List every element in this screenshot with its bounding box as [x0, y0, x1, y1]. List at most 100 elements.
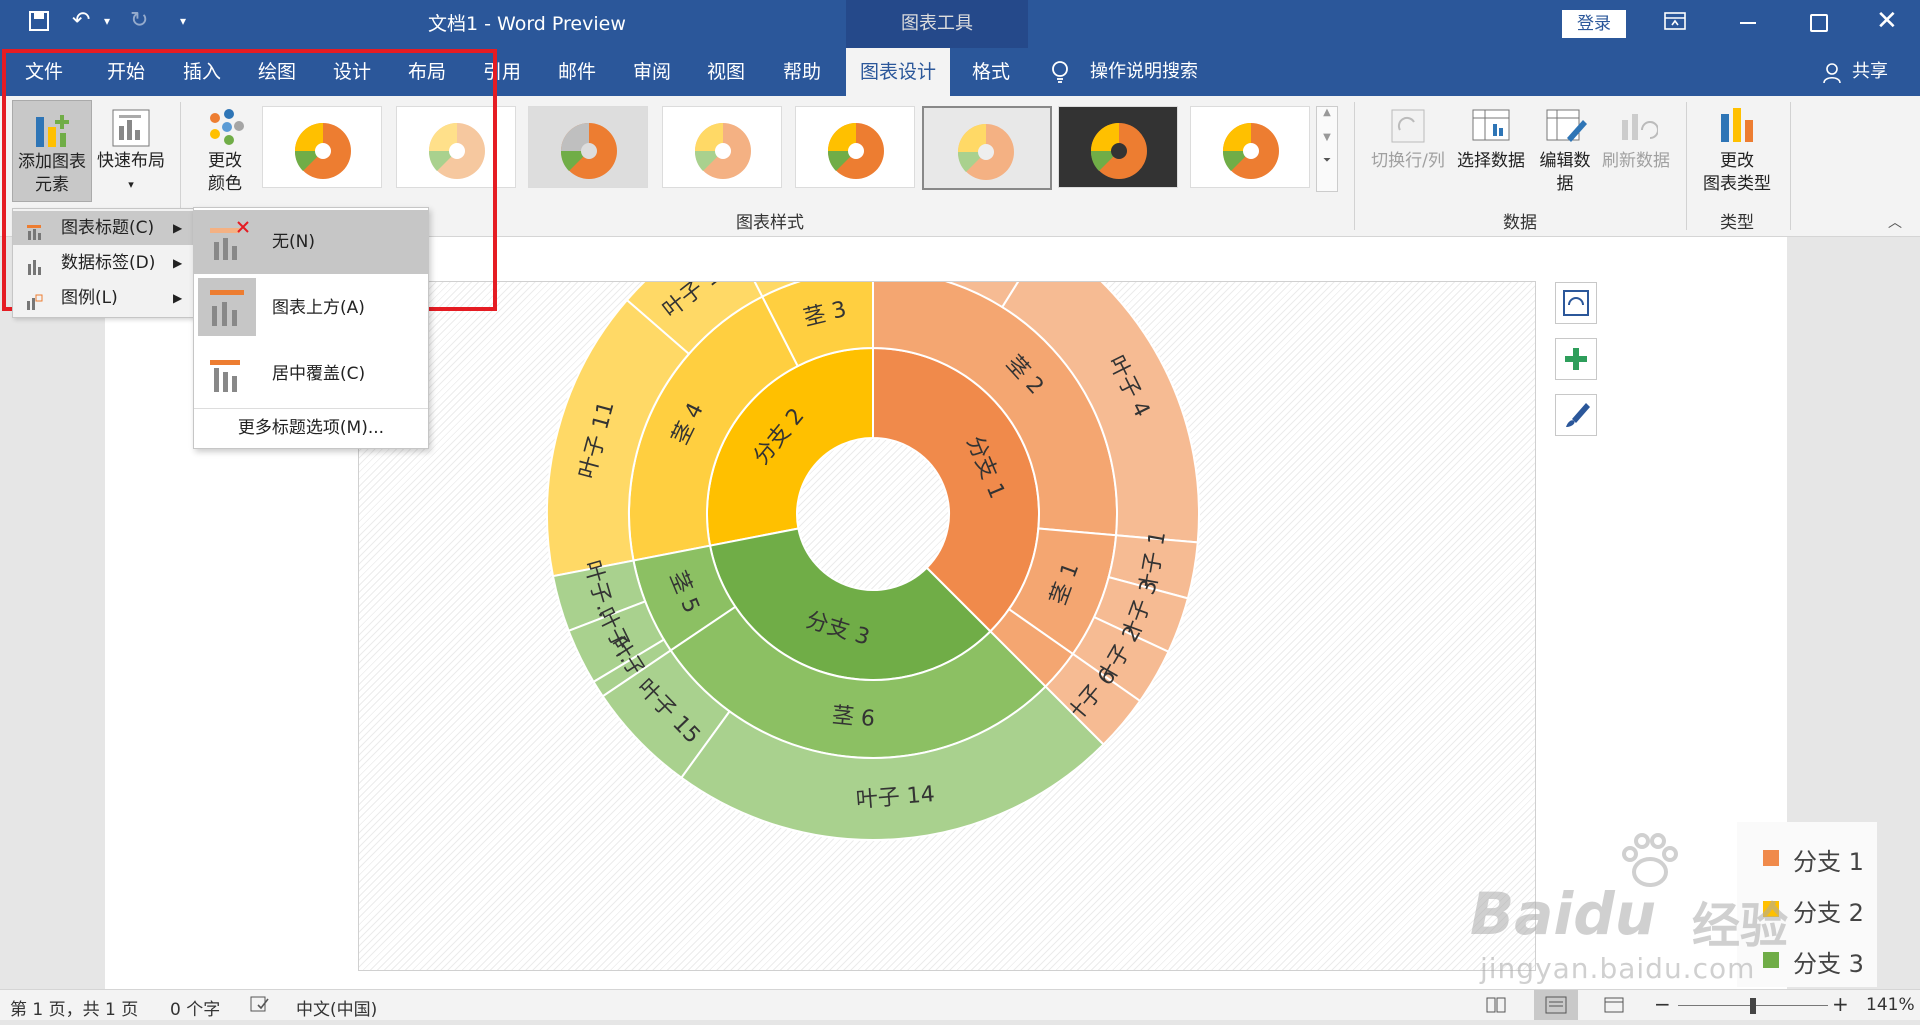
zoom-out-icon[interactable]: − [1654, 992, 1671, 1016]
tab-file[interactable]: 文件 [24, 61, 63, 83]
data-labels-icon [25, 254, 43, 288]
zoom-level[interactable]: 141% [1866, 995, 1915, 1015]
chart-legend[interactable]: 分支 1 分支 2 分支 3 [1737, 822, 1877, 987]
add-chart-element-button[interactable]: 添加图表 元素 [12, 100, 92, 202]
zoom-slider-thumb[interactable] [1750, 998, 1756, 1014]
ribbon-display-options-icon[interactable] [1664, 12, 1686, 37]
change-chart-type-label-2: 图表类型 [1703, 174, 1771, 194]
chart-layout-options-button[interactable] [1555, 282, 1597, 324]
menu-item-data-labels[interactable]: 数据标签(D) ▶ [13, 246, 193, 280]
document-title: 文档1 - Word Preview [428, 13, 626, 35]
undo-dropdown-icon[interactable]: ▾ [104, 14, 111, 28]
tab-view[interactable]: 视图 [706, 61, 745, 83]
styles-more-icon[interactable]: ⏷ [1323, 155, 1331, 166]
quick-layout-button[interactable]: 快速布局 ▾ [94, 100, 168, 200]
tab-references[interactable]: 引用 [482, 61, 521, 83]
zoom-in-icon[interactable]: + [1832, 992, 1849, 1016]
styles-scrollbar[interactable]: ▲ ▼ ⏷ [1316, 106, 1338, 192]
chart-style-5[interactable] [795, 106, 915, 188]
legend-item-3: 分支 3 [1763, 944, 1864, 978]
menu-item-legend[interactable]: 图例(L) ▶ [13, 281, 193, 315]
close-icon[interactable]: ✕ [1876, 6, 1898, 36]
menu-item-legend-label: 图例(L) [61, 288, 118, 308]
legend-swatch-1 [1763, 850, 1779, 866]
restore-icon[interactable] [1810, 14, 1828, 32]
change-chart-type-icon [1715, 106, 1759, 146]
tab-home[interactable]: 开始 [106, 61, 145, 83]
word-count[interactable]: 0 个字 [170, 1000, 221, 1020]
refresh-data-button[interactable]: 刷新数据 [1598, 106, 1674, 173]
proofing-icon[interactable] [250, 995, 270, 1018]
tab-help[interactable]: 帮助 [782, 61, 821, 83]
change-chart-type-button[interactable]: 更改 图表类型 [1694, 106, 1780, 196]
refresh-data-icon [1614, 106, 1659, 146]
tab-layout[interactable]: 布局 [407, 61, 446, 83]
print-layout-icon [1545, 996, 1567, 1014]
edit-data-button[interactable]: 编辑数 据 [1532, 106, 1598, 196]
change-colors-button[interactable]: 更改 颜色 [190, 100, 260, 200]
customize-qat-icon[interactable]: ▾ [180, 14, 187, 28]
select-data-label: 选择数据 [1457, 151, 1525, 171]
chart-style-1[interactable] [262, 106, 382, 188]
tab-chart-design[interactable]: 图表设计 [846, 48, 950, 96]
change-colors-label-1: 更改 [208, 151, 242, 171]
watermark-text: Baidu [1470, 880, 1657, 948]
scroll-down-icon[interactable]: ▼ [1323, 132, 1331, 143]
tell-me-search[interactable]: 操作说明搜索 [1090, 61, 1198, 82]
legend-label-3: 分支 3 [1793, 950, 1864, 978]
sunburst-leaf-segment[interactable] [601, 649, 731, 780]
chart-title-icon [25, 219, 43, 253]
tab-review[interactable]: 审阅 [632, 61, 671, 83]
menu-item-chart-title[interactable]: 图表标题(C) ▶ [13, 211, 193, 245]
menu-item-above-chart[interactable]: 图表上方(A) [194, 276, 428, 340]
type-group-label: 类型 [1720, 213, 1754, 233]
undo-icon[interactable]: ↶ [72, 8, 91, 33]
sunburst-leaf-segment[interactable] [551, 559, 647, 633]
chart-elements-button[interactable] [1555, 338, 1597, 380]
quick-layout-dropdown-icon: ▾ [128, 178, 134, 191]
collapse-ribbon-icon[interactable]: ︿ [1888, 215, 1902, 231]
print-layout-button[interactable] [1534, 990, 1578, 1020]
chart-tools-title: 图表工具 [846, 0, 1028, 48]
more-title-options[interactable]: 更多标题选项(M)... [237, 418, 385, 438]
chart-area[interactable]: 分支 1茎 2叶子 5叶子 4茎 1叶子 1叶子 3叶子 2叶子 6分支 2茎 … [358, 186, 1877, 987]
tab-design[interactable]: 设计 [332, 61, 371, 83]
person-icon [1822, 62, 1842, 89]
menu-item-above-chart-label: 图表上方(A) [272, 298, 365, 318]
legend-item-2: 分支 2 [1763, 893, 1864, 927]
switch-row-column-label: 切换行/列 [1371, 151, 1445, 171]
menu-item-none[interactable]: 无(N) [194, 210, 428, 274]
minimize-icon[interactable] [1740, 22, 1756, 24]
scroll-up-icon[interactable]: ▲ [1323, 107, 1331, 118]
login-button[interactable]: 登录 [1562, 10, 1626, 38]
chart-style-7[interactable] [1058, 106, 1178, 188]
chart-style-8[interactable] [1190, 106, 1310, 188]
chart-style-3[interactable] [528, 106, 648, 188]
sunburst-chart[interactable]: 分支 1茎 2叶子 5叶子 4茎 1叶子 1叶子 3叶子 2叶子 6分支 2茎 … [359, 186, 1535, 970]
tab-mailings[interactable]: 邮件 [557, 61, 596, 83]
language[interactable]: 中文(中国) [296, 1000, 378, 1020]
share-button[interactable]: 共享 [1852, 61, 1888, 82]
chart-style-6-selected[interactable] [922, 106, 1052, 190]
tab-insert[interactable]: 插入 [182, 61, 221, 83]
sunburst-leaf-segment[interactable] [567, 600, 666, 684]
select-data-button[interactable]: 选择数据 [1452, 106, 1530, 173]
read-mode-icon[interactable] [1486, 996, 1506, 1019]
edit-data-icon [1543, 106, 1587, 146]
brush-icon [1566, 403, 1590, 427]
menu-item-centered-overlay[interactable]: 居中覆盖(C) [194, 342, 428, 406]
tab-draw[interactable]: 绘图 [257, 61, 296, 83]
switch-row-column-button[interactable]: 切换行/列 [1366, 106, 1450, 173]
sunburst-leaf-segment[interactable] [592, 638, 673, 698]
page-count[interactable]: 第 1 页，共 1 页 [10, 1000, 139, 1020]
chart-styles-button[interactable] [1555, 394, 1597, 436]
tab-format[interactable]: 格式 [971, 61, 1010, 83]
lightbulb-icon [1050, 60, 1070, 89]
sunburst-leaf-segment[interactable] [546, 298, 691, 578]
save-icon[interactable] [28, 10, 50, 38]
redo-icon[interactable]: ↻ [130, 8, 149, 33]
switch-row-column-icon [1386, 106, 1430, 146]
web-layout-icon[interactable] [1604, 996, 1624, 1019]
chart-style-4[interactable] [662, 106, 782, 188]
sunburst-leaf-segment[interactable] [679, 685, 1105, 841]
